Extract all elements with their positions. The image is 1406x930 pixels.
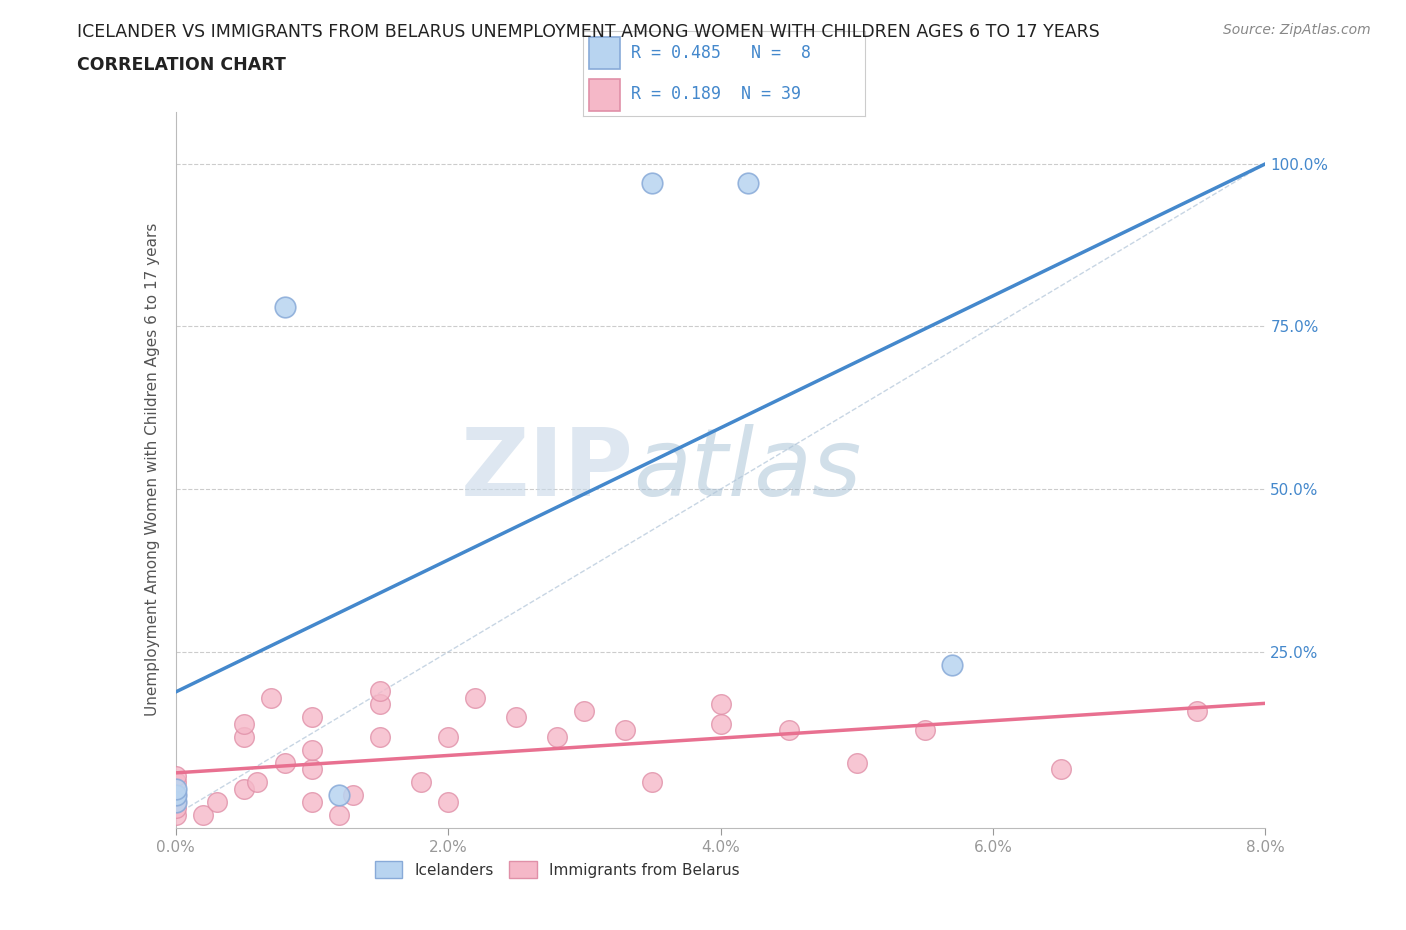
- Point: [260, 690, 283, 705]
- Point: [641, 176, 664, 191]
- Text: ZIP: ZIP: [461, 424, 633, 515]
- Point: [301, 710, 323, 724]
- Point: [301, 762, 323, 777]
- Text: R = 0.485   N =  8: R = 0.485 N = 8: [631, 45, 811, 62]
- Point: [274, 755, 297, 770]
- Point: [301, 794, 323, 809]
- Point: [165, 775, 187, 790]
- Point: [409, 775, 432, 790]
- Point: [301, 742, 323, 757]
- Point: [232, 716, 254, 731]
- Point: [165, 794, 187, 809]
- Point: [232, 781, 254, 796]
- Text: Source: ZipAtlas.com: Source: ZipAtlas.com: [1223, 23, 1371, 37]
- Point: [464, 690, 486, 705]
- Point: [546, 729, 568, 744]
- Point: [342, 788, 364, 803]
- Point: [614, 723, 637, 737]
- Point: [845, 755, 868, 770]
- Point: [737, 176, 759, 191]
- Point: [1187, 703, 1209, 718]
- Point: [710, 716, 733, 731]
- Point: [778, 723, 800, 737]
- Point: [165, 788, 187, 803]
- Y-axis label: Unemployment Among Women with Children Ages 6 to 17 years: Unemployment Among Women with Children A…: [145, 223, 160, 716]
- Point: [641, 775, 664, 790]
- Point: [941, 658, 963, 672]
- Point: [1050, 762, 1073, 777]
- Point: [246, 775, 269, 790]
- Point: [368, 697, 391, 711]
- Point: [191, 807, 214, 822]
- Point: [328, 788, 350, 803]
- Point: [232, 729, 254, 744]
- Point: [710, 697, 733, 711]
- Point: [437, 729, 460, 744]
- Point: [328, 807, 350, 822]
- Legend: Icelanders, Immigrants from Belarus: Icelanders, Immigrants from Belarus: [368, 855, 745, 884]
- Text: R = 0.189  N = 39: R = 0.189 N = 39: [631, 86, 801, 103]
- Point: [165, 801, 187, 816]
- Point: [165, 807, 187, 822]
- Point: [368, 684, 391, 698]
- Point: [368, 729, 391, 744]
- Text: CORRELATION CHART: CORRELATION CHART: [77, 56, 287, 73]
- Point: [165, 794, 187, 809]
- Bar: [589, 36, 620, 69]
- Point: [274, 299, 297, 314]
- Point: [574, 703, 596, 718]
- Text: ICELANDER VS IMMIGRANTS FROM BELARUS UNEMPLOYMENT AMONG WOMEN WITH CHILDREN AGES: ICELANDER VS IMMIGRANTS FROM BELARUS UNE…: [77, 23, 1099, 41]
- Point: [205, 794, 228, 809]
- Point: [165, 788, 187, 803]
- Text: atlas: atlas: [633, 424, 862, 515]
- Bar: [589, 79, 620, 111]
- Point: [437, 794, 460, 809]
- Point: [165, 768, 187, 783]
- Point: [165, 781, 187, 796]
- Point: [914, 723, 936, 737]
- Point: [505, 710, 527, 724]
